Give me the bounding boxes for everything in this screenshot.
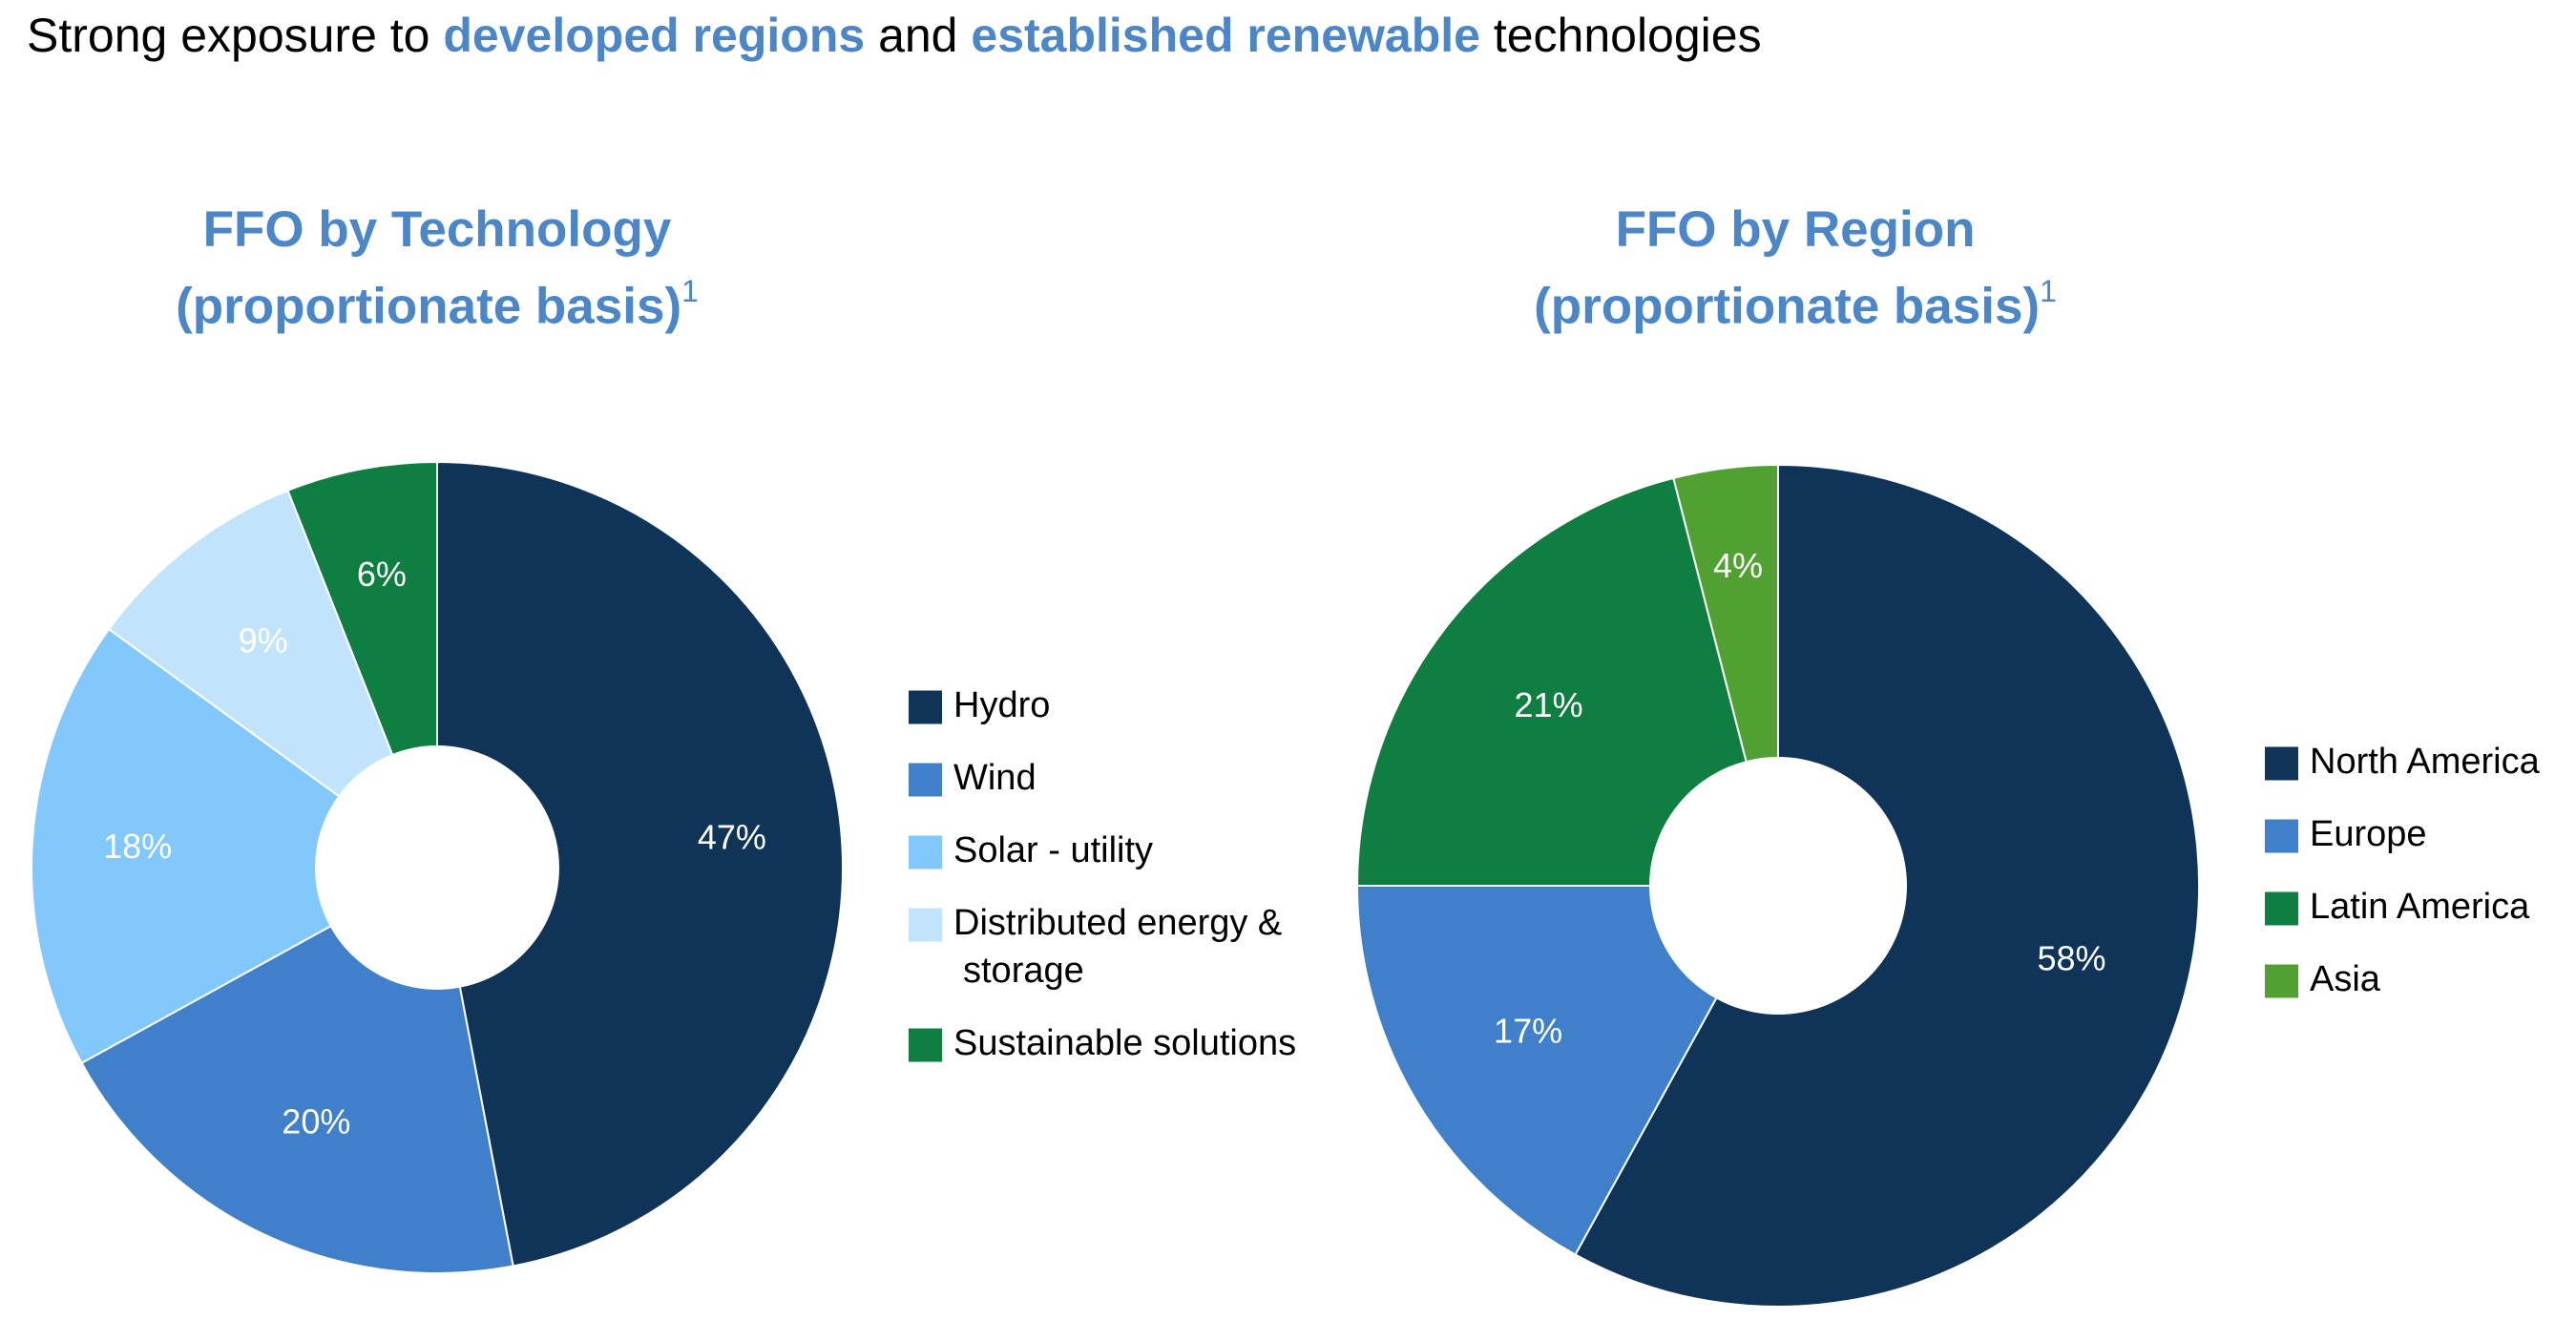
region-legend-swatch-europe bbox=[2265, 819, 2298, 853]
technology-legend-swatch-distributed-energy bbox=[909, 908, 942, 942]
technology-legend-label-wind: Wind bbox=[953, 758, 1037, 798]
region-chart-title-line1: FFO by Region bbox=[1615, 201, 1976, 258]
technology-chart-title: FFO by Technology (proportionate basis)1 bbox=[0, 198, 914, 340]
region-legend-label-latin-america: Latin America bbox=[2310, 887, 2530, 927]
region-chart-title: FFO by Region (proportionate basis)1 bbox=[1318, 198, 2272, 340]
region-slice-label-latin-america: 21% bbox=[1515, 685, 1583, 724]
region-chart-footnote: 1 bbox=[2040, 274, 2057, 308]
region-slice-europe bbox=[1355, 885, 1780, 1256]
region-legend-swatch-north-america bbox=[2265, 746, 2298, 781]
region-chart-title-line2: (proportionate basis)1 bbox=[1318, 262, 2272, 340]
technology-donut: 47% 20% 18% 9% 6% bbox=[31, 460, 844, 1274]
technology-slice-label-hydro: 47% bbox=[698, 817, 766, 856]
region-slice-label-north-america: 58% bbox=[2038, 938, 2106, 977]
region-slice-label-europe: 17% bbox=[1494, 1011, 1562, 1050]
technology-slice-label-wind: 20% bbox=[282, 1102, 350, 1142]
technology-chart-title-line1: FFO by Technology bbox=[202, 201, 672, 258]
region-donut: 58% 17% 21% 4% bbox=[1355, 463, 2200, 1308]
technology-legend-label-solar-utility: Solar - utility bbox=[953, 830, 1153, 870]
region-legend-swatch-latin-america bbox=[2265, 891, 2298, 926]
technology-legend-swatch-sustainable-solutions bbox=[909, 1028, 942, 1062]
region-legend-label-north-america: North America bbox=[2310, 742, 2541, 782]
technology-slice-hydro bbox=[436, 460, 844, 1268]
page-headline: Strong exposure to developed regions and… bbox=[27, 8, 1762, 63]
technology-legend-label-hydro: Hydro bbox=[953, 685, 1050, 725]
headline-part-2: and bbox=[865, 9, 972, 62]
region-legend-label-asia: Asia bbox=[2310, 959, 2381, 999]
technology-donut-hole bbox=[315, 745, 559, 990]
region-chart-subtitle: (proportionate basis) bbox=[1534, 278, 2041, 335]
region-slice-label-asia: 4% bbox=[1713, 546, 1763, 585]
region-donut-hole bbox=[1649, 757, 1907, 1015]
technology-slice-label-solar-utility: 18% bbox=[103, 827, 172, 866]
region-legend-label-europe: Europe bbox=[2310, 814, 2427, 854]
technology-slice-solar-utility bbox=[31, 627, 439, 1065]
headline-highlight-regions: developed regions bbox=[443, 9, 866, 62]
technology-legend-swatch-hydro bbox=[909, 690, 942, 724]
region-slice-latin-america bbox=[1355, 476, 1780, 887]
headline-part-1: Strong exposure to bbox=[27, 9, 444, 62]
technology-legend-label-sustainable-solutions: Sustainable solutions bbox=[953, 1023, 1296, 1063]
technology-legend-swatch-solar-utility bbox=[909, 835, 942, 870]
technology-legend: Hydro Wind Solar - utility Distributed ener… bbox=[909, 685, 1296, 1063]
technology-chart-footnote: 1 bbox=[681, 274, 699, 308]
technology-slice-distributed-energy bbox=[107, 489, 440, 870]
technology-legend-label-continuation: storage bbox=[963, 951, 1084, 991]
technology-slice-label-sustainable-solutions: 6% bbox=[357, 555, 407, 594]
region-legend: North America Europe Latin America Asia bbox=[2265, 742, 2541, 999]
region-legend-swatch-asia bbox=[2265, 964, 2298, 998]
headline-part-3: technologies bbox=[1479, 9, 1762, 62]
technology-slice-label-distributed-energy: 9% bbox=[239, 620, 288, 660]
headline-highlight-technologies: established renewable bbox=[971, 9, 1480, 62]
technology-chart-title-line2: (proportionate basis)1 bbox=[0, 262, 914, 340]
technology-chart-subtitle: (proportionate basis) bbox=[176, 278, 682, 335]
technology-legend-swatch-wind bbox=[909, 763, 942, 797]
technology-legend-label-distributed-energy: Distributed energy & bbox=[953, 903, 1282, 943]
